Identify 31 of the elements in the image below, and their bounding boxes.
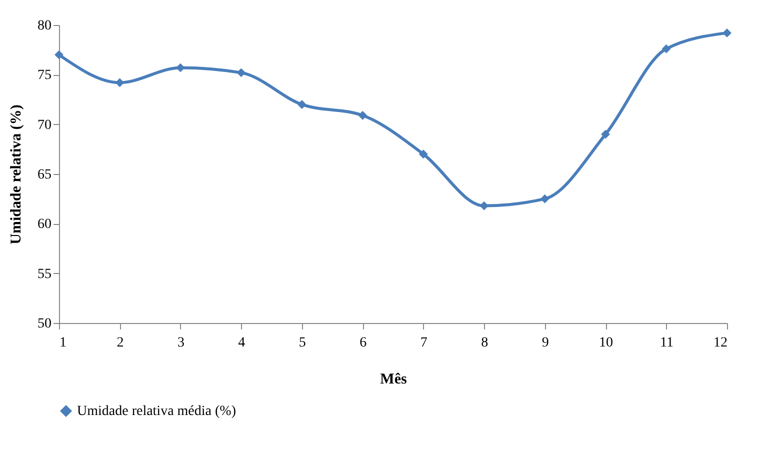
point <box>418 150 428 159</box>
point <box>601 130 610 139</box>
x-tick-label: 1 <box>60 336 66 350</box>
y-tick-label: 80 <box>38 18 52 34</box>
legend-label: Umidade relativa média (%) <box>77 404 236 419</box>
point <box>722 28 732 38</box>
x-tick-label: 10 <box>599 336 614 350</box>
y-axis-title: Umidade relativa (%) <box>8 104 24 244</box>
y-tick-label: 65 <box>38 168 52 182</box>
point <box>54 50 64 60</box>
x-tick-label: 9 <box>542 336 549 350</box>
y-tick-label: 60 <box>38 217 52 232</box>
point <box>662 44 671 54</box>
y-tick-label: 50 <box>38 316 52 332</box>
y-tick-label: 70 <box>38 118 52 133</box>
x-tick-label: 2 <box>116 336 124 350</box>
x-axis-title: Mês <box>380 372 407 388</box>
point <box>297 100 306 109</box>
x-tick-label: 3 <box>177 336 184 350</box>
x-tick-label: 11 <box>660 336 674 350</box>
x-tick-label: 8 <box>481 336 488 350</box>
point <box>540 194 550 204</box>
x-tick-label: 7 <box>420 336 428 350</box>
x-tick-label: 5 <box>298 336 306 350</box>
x-tick-label: 12 <box>714 336 728 350</box>
point <box>236 68 246 78</box>
y-tick-label: 55 <box>38 266 52 282</box>
x-tick-label: 4 <box>238 336 246 350</box>
x-tick-label: 6 <box>360 336 367 350</box>
y-tick-label: 75 <box>38 68 52 84</box>
point <box>358 110 368 120</box>
